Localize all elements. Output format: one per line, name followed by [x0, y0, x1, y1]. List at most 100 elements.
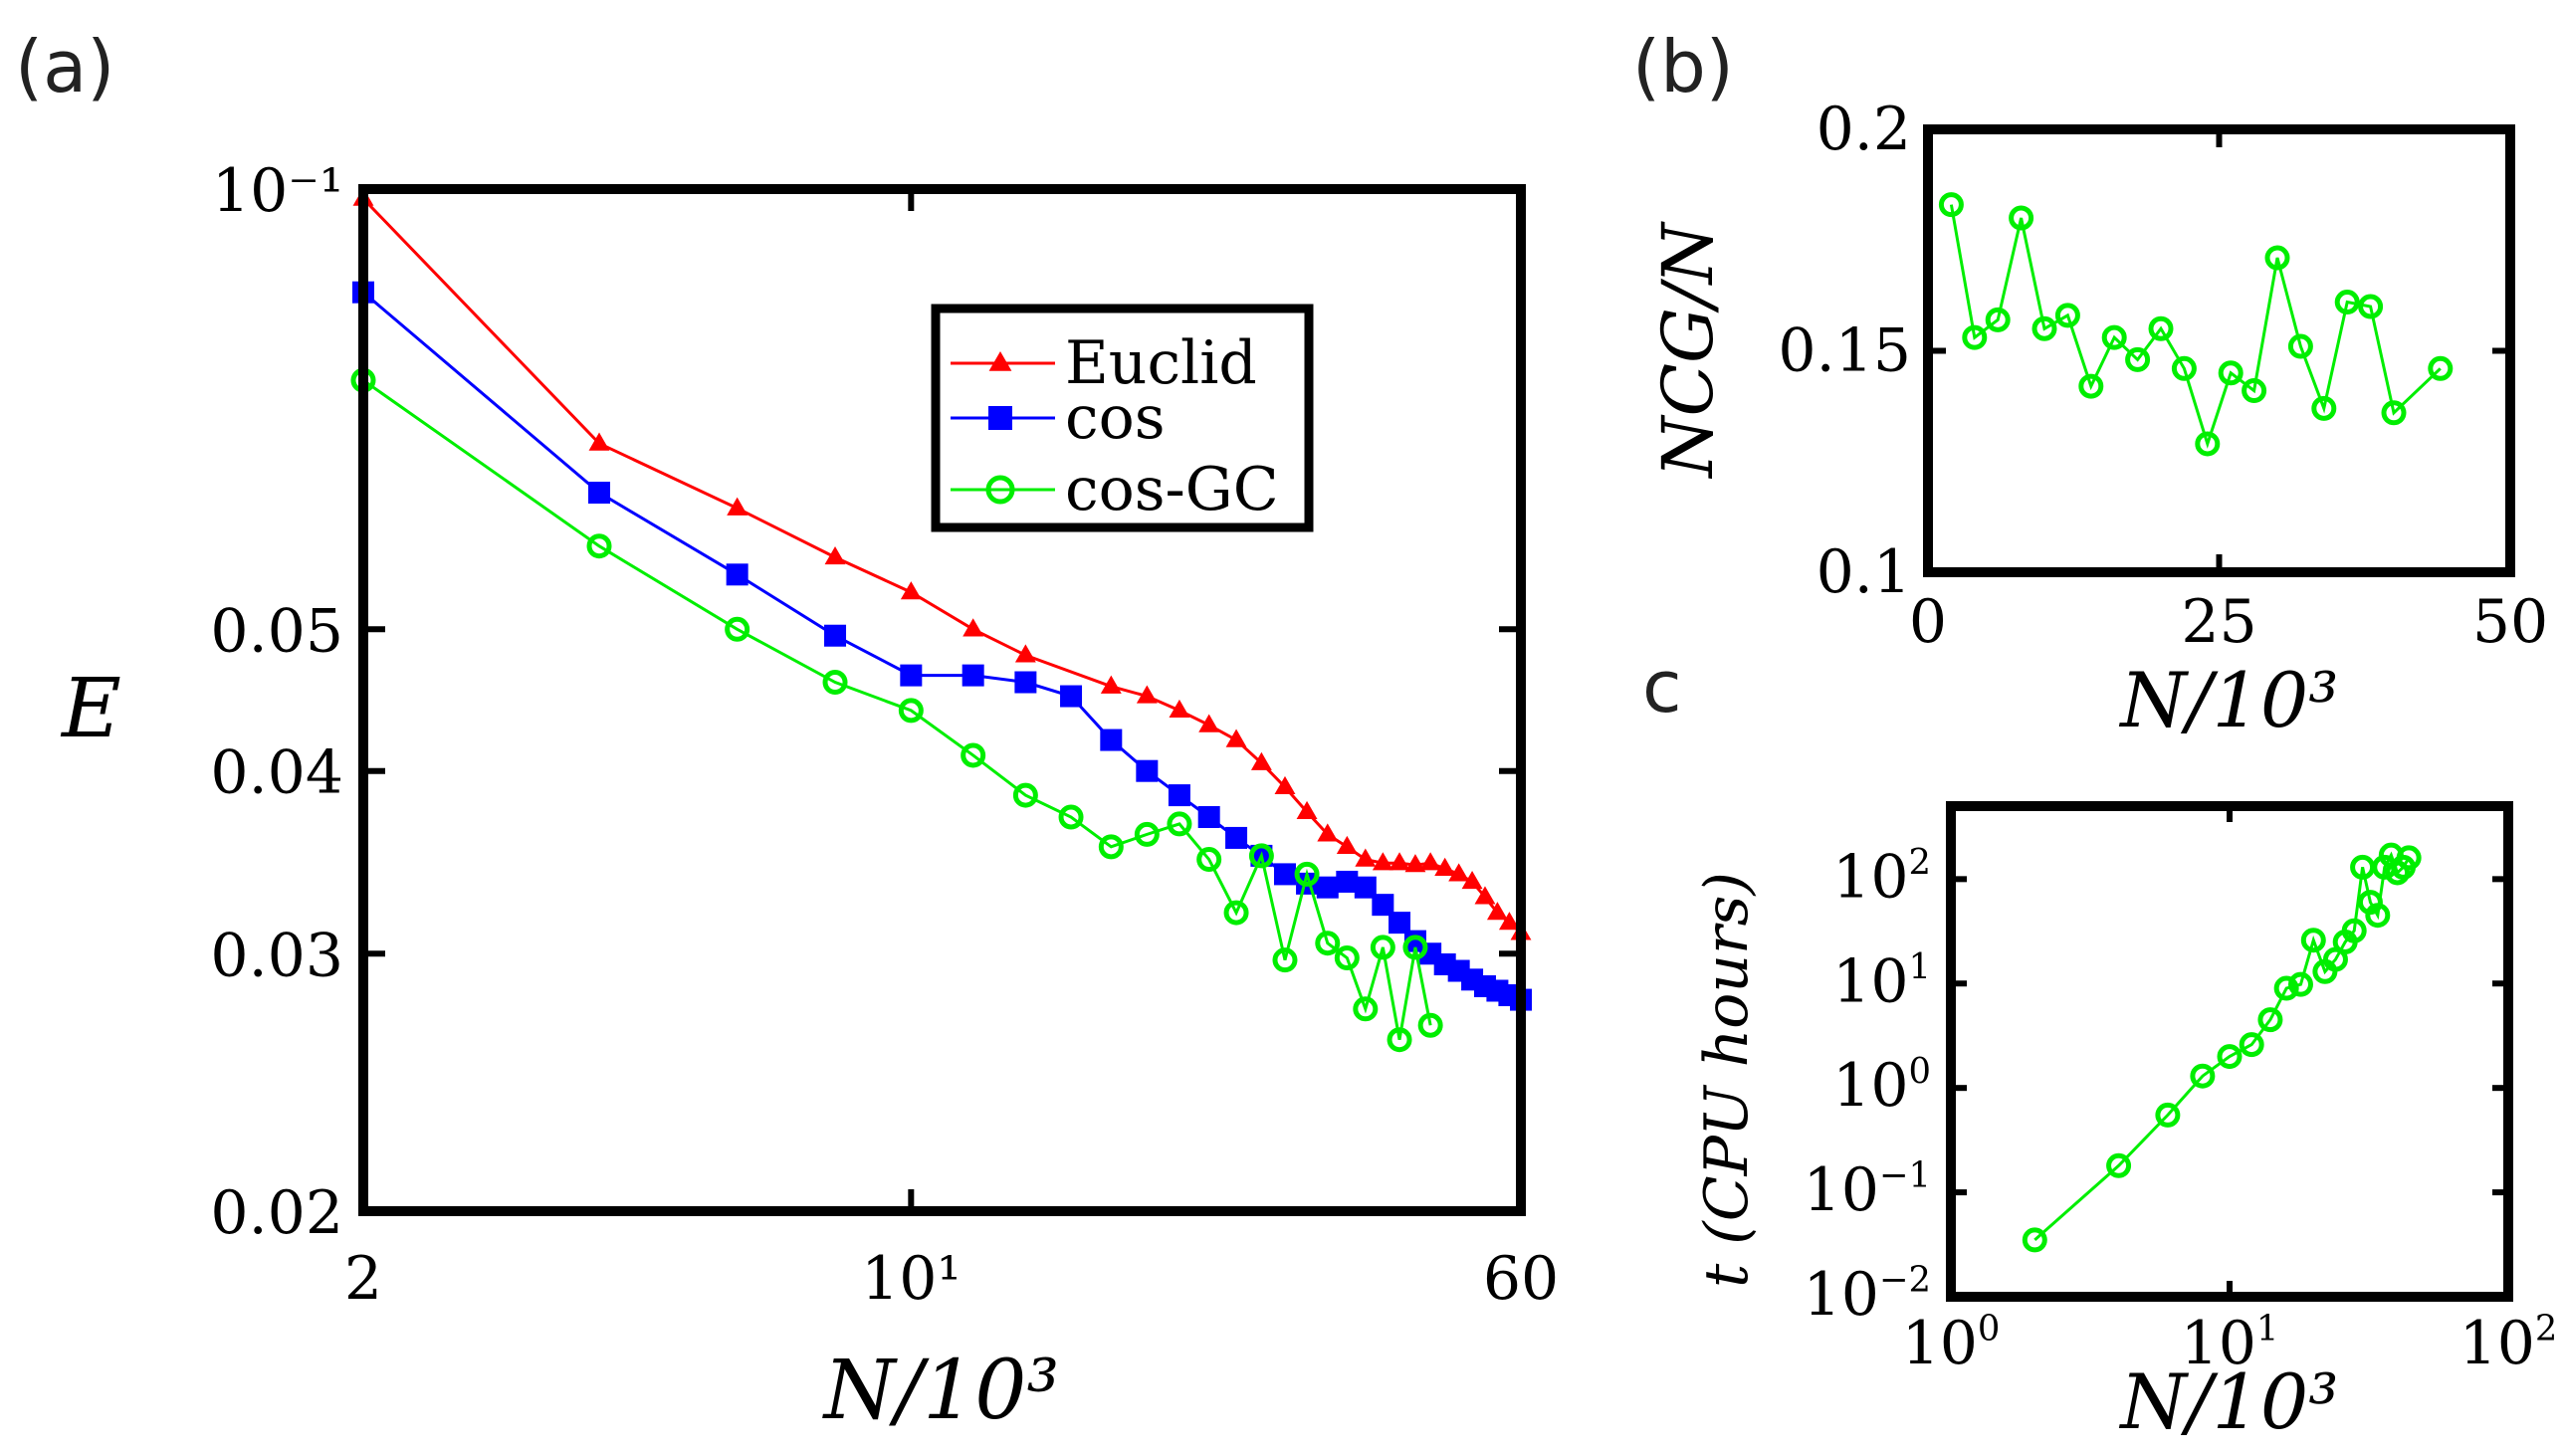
panel-c-point — [2239, 1032, 2264, 1058]
panel-c-ytick-label-exp: 2 — [1909, 842, 1932, 883]
panel-b-point — [2078, 373, 2104, 399]
panel-a-point — [1498, 912, 1520, 931]
panel-c-ytick-label: 102 — [1832, 842, 1931, 912]
panel-b-series-line — [1949, 204, 2442, 449]
panel-a-xtick-label: 60 — [1483, 1244, 1559, 1314]
panel-a-ylabel: E — [60, 662, 121, 756]
panel-a-point — [1448, 863, 1470, 882]
panel-b-ytick-label: 0.15 — [1778, 316, 1911, 386]
panel-b-point — [1938, 192, 1964, 218]
panel-a-point — [1100, 675, 1122, 694]
panel-a-point — [1014, 671, 1037, 694]
panel-b-point — [2381, 400, 2407, 426]
panel-a-point — [1334, 945, 1360, 971]
panel-a-point — [1296, 800, 1318, 820]
panel-a-point — [1223, 900, 1249, 926]
legend-label: Euclid — [1065, 328, 1257, 398]
panel-a-point — [725, 616, 750, 642]
panel-a-point — [586, 533, 612, 559]
panel-a-ytick-label: 0.03 — [210, 921, 343, 990]
panel-a-point — [1198, 714, 1220, 732]
panel-b-point — [2311, 395, 2337, 421]
panel-b-point — [1985, 307, 2011, 332]
panel-b-series — [1938, 192, 2454, 457]
panel-c-point — [2287, 971, 2313, 997]
panel-a-point — [962, 618, 984, 637]
panel-b: (b) 0 25 50 0.2 0.15 0.1 NCG/N N/10³ — [1632, 25, 2548, 744]
panel-a-point — [1387, 1027, 1412, 1053]
panel-b-point — [2195, 431, 2221, 457]
panel-a-point — [1294, 861, 1320, 887]
panel-a-point — [1417, 1012, 1443, 1038]
panel-b-point — [2054, 303, 2080, 328]
panel-a-point — [1197, 806, 1220, 829]
panel-c-point — [2190, 1063, 2216, 1089]
panel-c-point — [2300, 928, 2326, 953]
panel-b-letter: (b) — [1632, 25, 1734, 108]
panel-a-point — [1134, 821, 1160, 847]
panel-c-point — [2257, 1007, 2283, 1033]
panel-a-point — [1316, 876, 1339, 899]
panel-b-xtick-label: 25 — [2181, 587, 2256, 657]
panel-c-ytick-label-exp: −2 — [1879, 1260, 1931, 1301]
panel-a-series — [350, 367, 1443, 1053]
legend-marker — [988, 351, 1012, 371]
panel-a-point — [1248, 843, 1274, 869]
panel-b-ytick-label: 0.1 — [1817, 537, 1911, 607]
panel-a-point — [1136, 759, 1159, 782]
panel-a-point — [822, 670, 848, 696]
panel-a-point — [1225, 826, 1248, 849]
panel-c-ytick-label: 100 — [1832, 1051, 1931, 1121]
panel-a-point — [588, 482, 611, 505]
panel-c-xtick-label-exp: 2 — [2535, 1309, 2558, 1350]
panel-a-point — [1354, 876, 1377, 899]
panel-a-point — [1167, 811, 1192, 837]
panel-b-xtick-label: 50 — [2472, 587, 2548, 657]
panel-a-point — [588, 432, 610, 451]
panel-c-letter: c — [1642, 645, 1682, 728]
legend-label: cos-GC — [1065, 455, 1279, 524]
panel-c-xtick-label-base: 10 — [2459, 1309, 2535, 1378]
panel-a-point — [824, 624, 847, 647]
panel-c-ytick-label-base: 10 — [1832, 842, 1908, 912]
panel-c-ytick-label: 10−2 — [1804, 1260, 1931, 1330]
panel-c-point — [2385, 860, 2411, 886]
panel-a-xlabel: N/10³ — [822, 1344, 1060, 1438]
panel-c-xtick-label: 100 — [1902, 1309, 2001, 1378]
legend-marker — [988, 406, 1012, 430]
panel-a-point — [1336, 870, 1359, 893]
panel-a-point — [1434, 857, 1456, 876]
panel-c-point — [2217, 1044, 2243, 1070]
panel-b-point — [2171, 355, 2197, 381]
panel-c-ytick-label-exp: 1 — [1909, 946, 1932, 987]
panel-a-point — [1372, 852, 1393, 871]
panel-c-point — [2273, 975, 2299, 1001]
panel-c-point — [2341, 918, 2367, 943]
panel-a-series-line — [362, 378, 1432, 1040]
panel-c-xtick-label-exp: 1 — [2256, 1309, 2279, 1350]
panel-b-point — [2218, 360, 2244, 386]
panel-a-point — [1014, 644, 1036, 663]
panel-a-point — [1272, 947, 1298, 973]
panel-b-point — [2334, 290, 2360, 315]
panel-a-ytick-label: 10⁻¹ — [212, 156, 343, 226]
panel-a-point — [824, 545, 846, 565]
panel-a-point — [1474, 886, 1496, 905]
panel-a-point — [1098, 834, 1124, 860]
panel-c-ytick-label: 101 — [1832, 946, 1931, 1016]
panel-c-ytick-label-base: 10 — [1804, 1155, 1879, 1225]
panel-a-xtick-label: 10¹ — [861, 1244, 961, 1314]
panel-c-ytick-label-exp: −1 — [1879, 1155, 1931, 1196]
panel-a-series — [352, 187, 1532, 940]
panel-c-ylabel: t (CPU hours) — [1692, 872, 1762, 1288]
panel-b-xtick-label: 0 — [1909, 587, 1947, 657]
panel-b-point — [2031, 315, 2057, 341]
panel-c-point — [2365, 903, 2391, 929]
panel-b-ylabel: NCG/N — [1647, 220, 1729, 479]
panel-a-letter: (a) — [15, 25, 114, 108]
panel-b-point — [2101, 324, 2127, 350]
